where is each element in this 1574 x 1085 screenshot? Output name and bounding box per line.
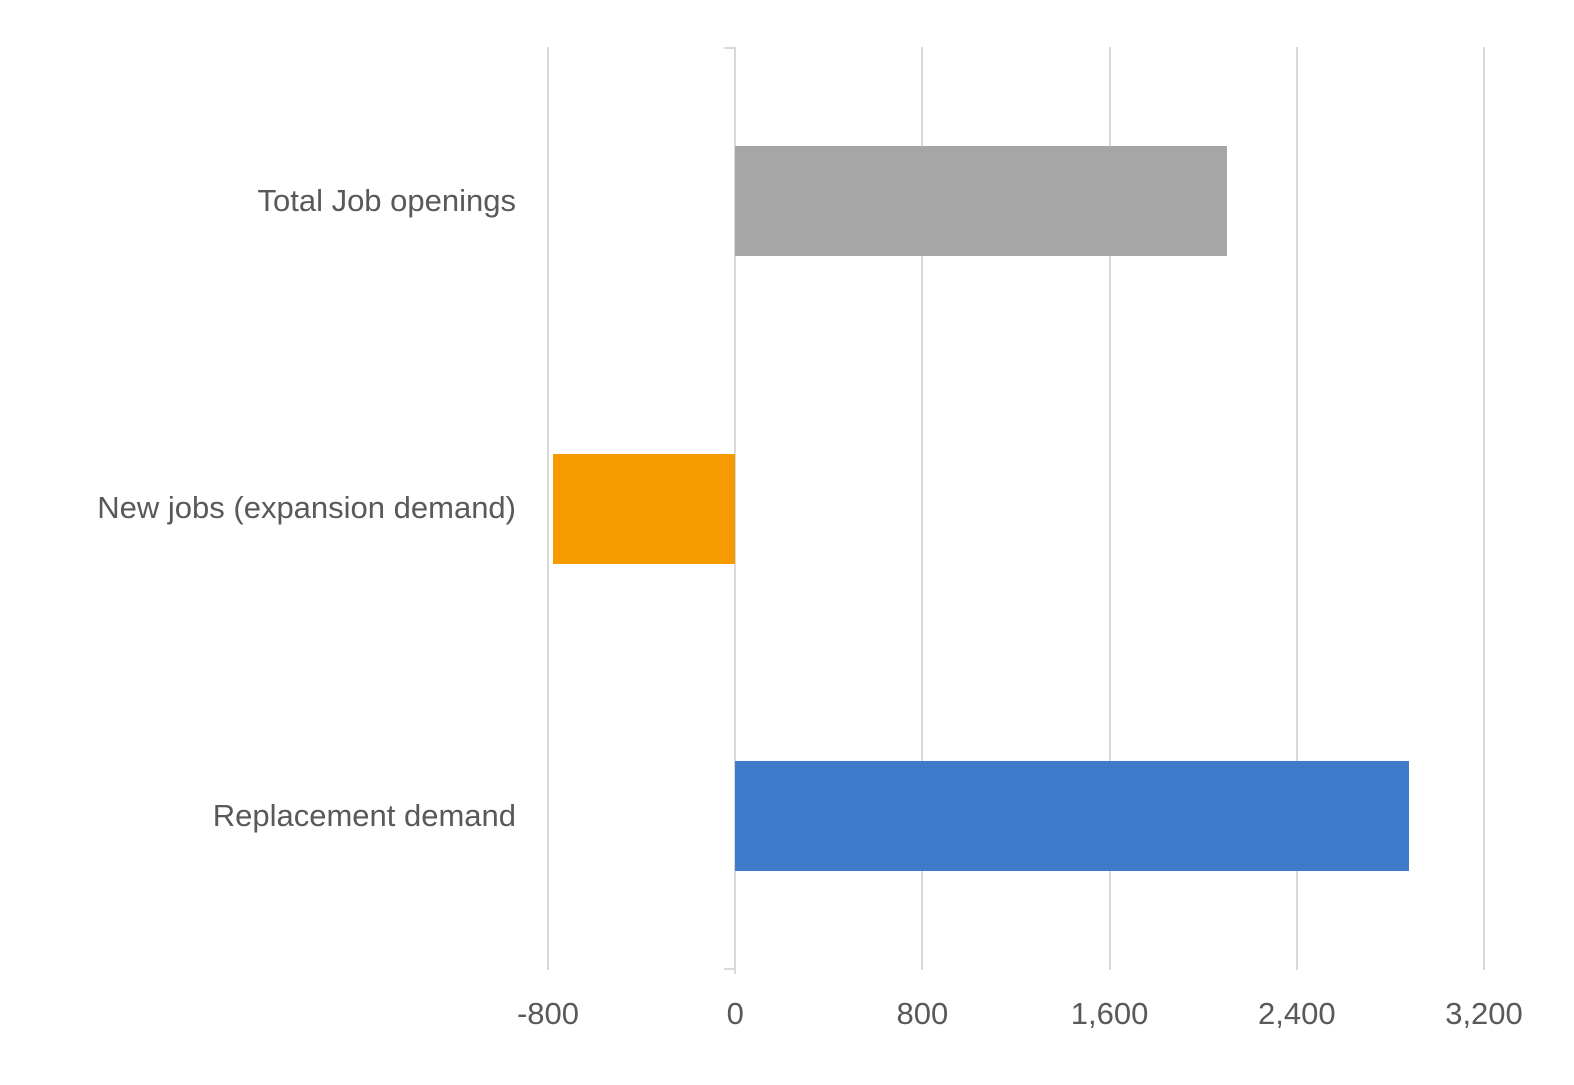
gridline xyxy=(1108,47,1111,970)
zero-axis-tick-bottom xyxy=(724,968,736,970)
x-tick-label: -800 xyxy=(516,996,580,1031)
plot-area xyxy=(547,47,1485,974)
gridline xyxy=(547,47,549,970)
category-label: New jobs (expansion demand) xyxy=(97,490,516,526)
gridline xyxy=(921,47,924,970)
category-label: Total Job openings xyxy=(257,182,516,218)
x-tick-label: 1,600 xyxy=(1070,996,1149,1031)
data-bar xyxy=(552,453,736,564)
data-bar xyxy=(735,761,1410,872)
x-tick-label: 0 xyxy=(726,996,744,1031)
zero-axis-tick-top xyxy=(724,47,736,49)
gridline xyxy=(1295,47,1298,970)
x-tick-label: 3,200 xyxy=(1445,996,1523,1031)
x-tick-label: 2,400 xyxy=(1258,996,1336,1031)
gridline xyxy=(1483,47,1485,970)
zero-axis-line xyxy=(734,47,737,974)
category-label: Replacement demand xyxy=(212,798,516,834)
data-bar xyxy=(735,145,1227,256)
x-tick-label: 800 xyxy=(896,996,949,1031)
